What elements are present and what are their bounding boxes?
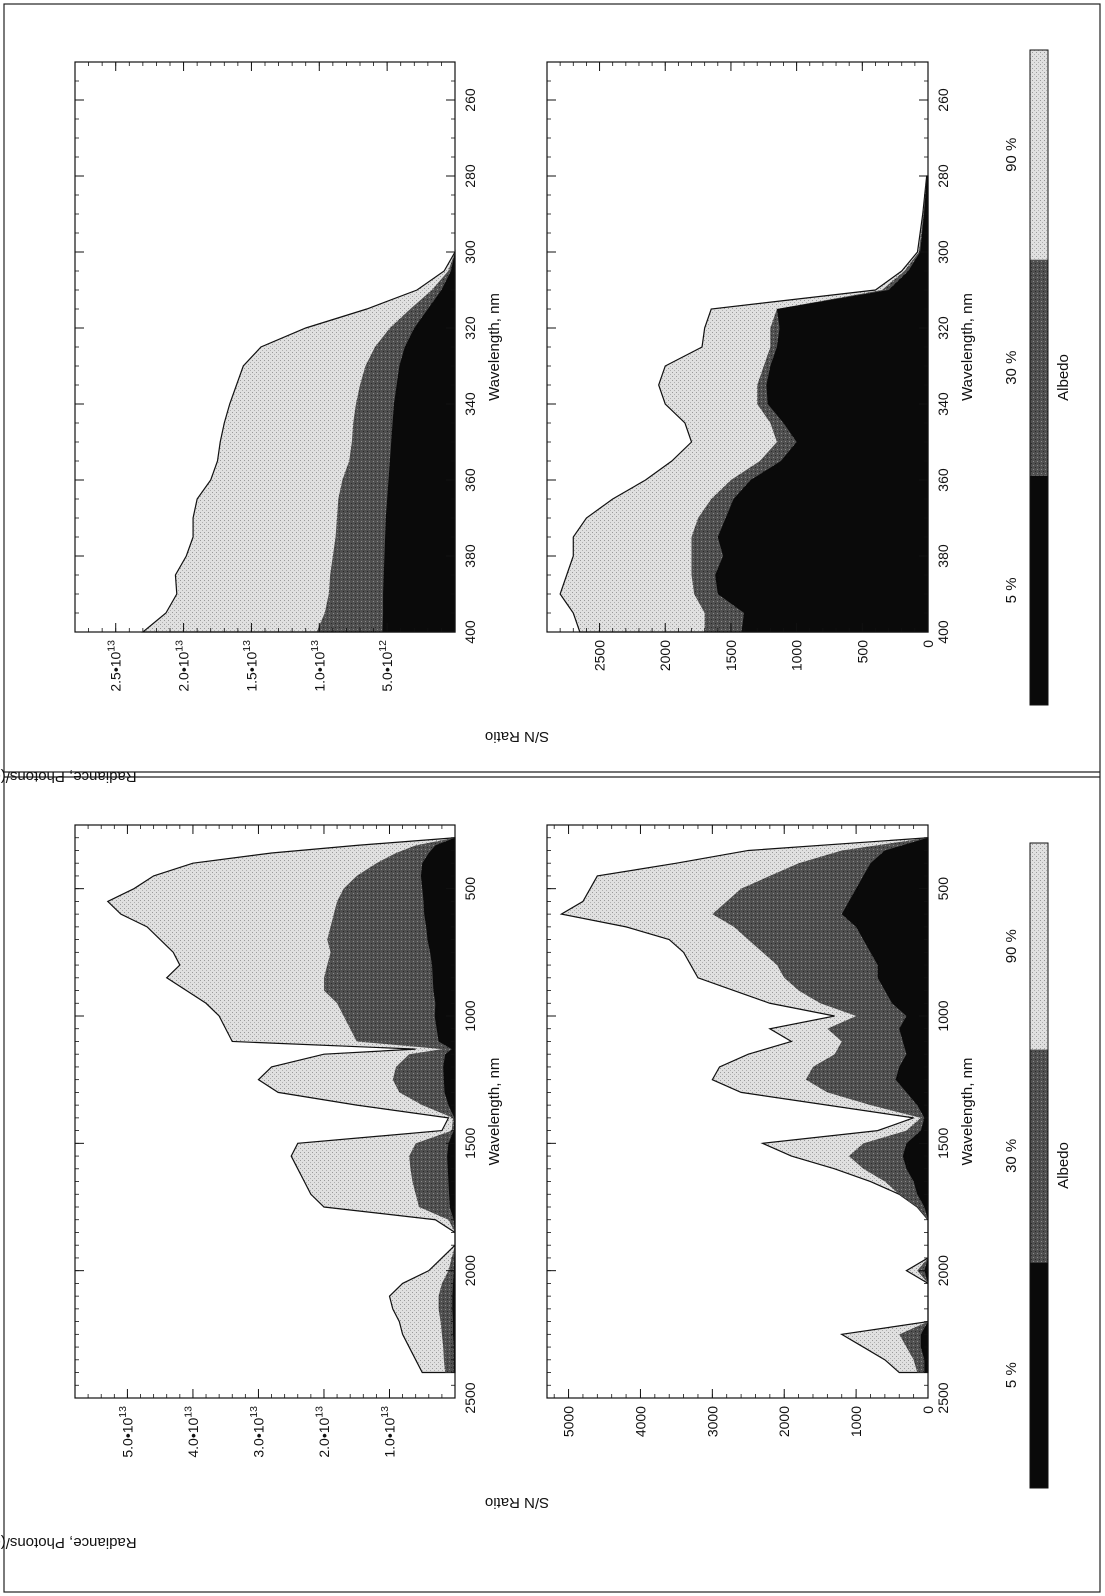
legend-label: 30 %: [1003, 1139, 1020, 1173]
y-tick-label: 1000: [848, 1406, 864, 1437]
x-tick-label: 300: [462, 240, 478, 264]
x-tick-label: 320: [935, 316, 951, 340]
y-axis-label: S/N Ratio: [485, 1494, 549, 1511]
y-tick-label: 5000: [561, 1406, 577, 1437]
chart-1: 260 280 300 320 340 360 380 400 5.0•1012 1.0•1013…: [0, 61, 503, 785]
y-tick-label: 4.0•1013: [183, 1406, 201, 1458]
x-tick-label: 1500: [462, 1128, 478, 1159]
legend-swatch-5: [1030, 475, 1048, 705]
legend-label: 5 %: [1003, 577, 1020, 603]
y-tick-label: 1.0•1013: [309, 640, 327, 692]
y-tick-label: 500: [854, 640, 870, 664]
y-tick-label: 4000: [632, 1406, 648, 1437]
x-tick-label: 340: [935, 392, 951, 416]
legend-title: Albedo: [1055, 354, 1072, 401]
area-albedo-5: [382, 252, 455, 632]
y-tick-label: 2.0•1013: [314, 1406, 332, 1458]
x-tick-label: 380: [935, 544, 951, 568]
x-tick-label: 500: [935, 877, 951, 901]
y-tick-label: 2000: [657, 640, 673, 671]
x-tick-label: 400: [935, 620, 951, 644]
x-tick-label: 360: [462, 468, 478, 492]
x-tick-label: 1000: [935, 1000, 951, 1031]
legend-label: 90 %: [1003, 929, 1020, 963]
legend-label: 5 %: [1003, 1362, 1020, 1388]
y-tick-label: 1.5•1013: [241, 640, 259, 692]
y-tick-label: 2500: [592, 640, 608, 671]
x-tick-label: 300: [935, 240, 951, 264]
y-tick-label: 1.0•1013: [379, 1406, 397, 1458]
x-tick-label: 1000: [462, 1000, 478, 1031]
x-tick-label: 260: [462, 88, 478, 112]
area-albedo-30: [712, 837, 928, 1373]
x-axis-label: Wavelength, nm: [959, 293, 976, 401]
y-tick-label: 1500: [723, 640, 739, 671]
x-tick-label: 1500: [935, 1128, 951, 1159]
x-tick-label: 340: [462, 392, 478, 416]
plot-frame: [74, 824, 456, 1399]
chart-3: 500 1000 1500 2000 2500 1.0•1013 2.0•1013 3.0•1…: [0, 824, 503, 1551]
y-axis-label: S/N Ratio: [485, 728, 549, 745]
x-tick-label: 260: [935, 88, 951, 112]
x-tick-label: 500: [462, 877, 478, 901]
legend-frame: [1029, 49, 1049, 706]
x-tick-label: 2500: [462, 1382, 478, 1413]
legend-swatch-90: [1030, 843, 1048, 1050]
legend-swatch-5: [1030, 1262, 1048, 1488]
y-tick-label: 2.5•1013: [105, 640, 123, 692]
x-tick-label: 360: [935, 468, 951, 492]
y-tick-label: 5.0•1013: [117, 1406, 135, 1458]
y-tick-label: 3.0•1013: [248, 1406, 266, 1458]
y-tick-label: 1000: [789, 640, 805, 671]
y-tick-label: 0: [920, 1406, 936, 1414]
legend-frame: [1029, 842, 1049, 1489]
y-axis-label: Radiance, Photons/(cm² s sr nm): [0, 1534, 137, 1551]
y-tick-label: 2000: [776, 1406, 792, 1437]
x-axis-label: Wavelength, nm: [486, 1058, 503, 1166]
legend-title: Albedo: [1055, 1142, 1072, 1189]
plot-frame: [546, 824, 929, 1399]
legend-swatch-30: [1030, 1049, 1048, 1263]
y-tick-label: 2.0•1013: [173, 640, 191, 692]
x-tick-label: 2000: [935, 1255, 951, 1286]
area-albedo-5: [715, 176, 928, 632]
y-tick-label: 5.0•1012: [377, 640, 395, 692]
legend-1: 5 % 30 % 90 % Albedo: [1003, 49, 1072, 706]
legend-label: 30 %: [1003, 351, 1020, 385]
outer-frame: [3, 3, 1101, 1593]
x-tick-label: 280: [462, 164, 478, 188]
x-tick-label: 2000: [462, 1255, 478, 1286]
area-albedo-30: [323, 837, 455, 1373]
chart-2: 260 280 300 320 340 360 380 4000 500 1000 1500 2000…: [485, 61, 976, 745]
y-axis-label: Radiance, Photons/(cm² s sr nm): [0, 768, 137, 785]
x-tick-label: 320: [462, 316, 478, 340]
area-albedo-5: [420, 837, 455, 1373]
y-tick-label: 3000: [704, 1406, 720, 1437]
x-axis-label: Wavelength, nm: [959, 1058, 976, 1166]
x-tick-label: 400: [462, 620, 478, 644]
legend-2: 5 % 30 % 90 % Albedo: [1003, 842, 1072, 1489]
x-tick-label: 2500: [935, 1382, 951, 1413]
legend-swatch-90: [1030, 50, 1048, 260]
area-albedo-5: [841, 837, 928, 1373]
x-tick-label: 280: [935, 164, 951, 188]
legend-swatch-30: [1030, 259, 1048, 476]
legend-label: 90 %: [1003, 138, 1020, 172]
x-axis-label: Wavelength, nm: [486, 293, 503, 401]
y-tick-label: 0: [920, 640, 936, 648]
x-tick-label: 380: [462, 544, 478, 568]
